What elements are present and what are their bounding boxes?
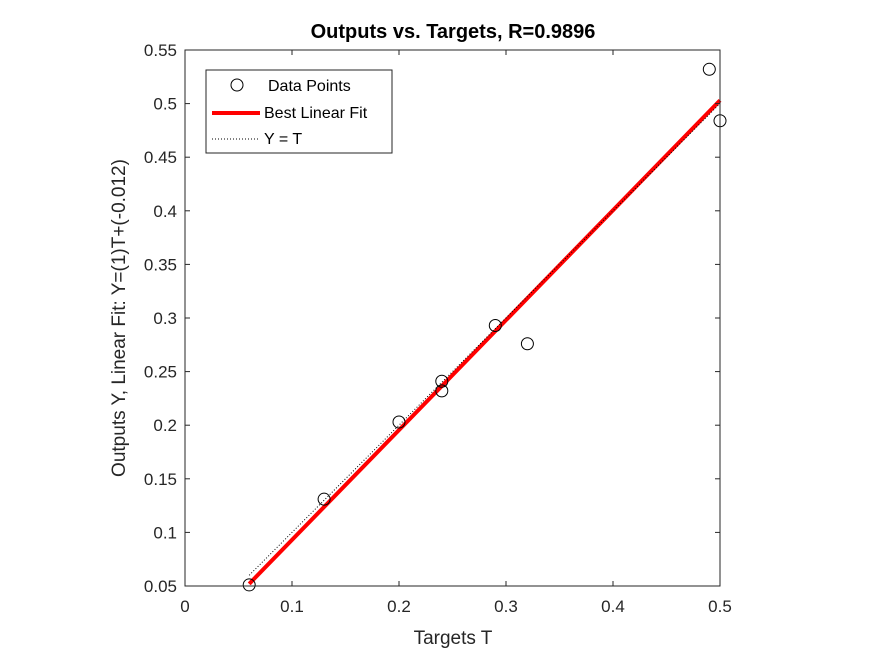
x-tick-label: 0 (180, 597, 189, 616)
x-tick-label: 0.4 (601, 597, 625, 616)
data-point (435, 384, 449, 398)
data-point (520, 337, 534, 351)
lines-layer (247, 98, 722, 586)
y-tick-label: 0.35 (144, 255, 177, 274)
y-tick-label: 0.25 (144, 363, 177, 382)
legend: Data Points Best Linear Fit Y = T (205, 69, 393, 154)
x-tick-label: 0.3 (494, 597, 518, 616)
y-tick-label: 0.3 (153, 309, 177, 328)
ticks-layer: 0 0.1 0.2 0.3 0.4 0.5 0.05 0.1 0.15 0.2 0.25 0.3 0.3… (144, 41, 732, 616)
y-tick-label: 0.4 (153, 202, 177, 221)
plot-border (184, 49, 721, 587)
x-tick-label: 0.5 (708, 597, 732, 616)
data-points-layer (242, 62, 727, 592)
data-point (435, 374, 449, 388)
x-axis-label: Targets T (414, 628, 493, 649)
y-tick-label: 0.1 (153, 523, 177, 542)
legend-label-y-equals-t: Y = T (264, 131, 302, 148)
y-tick-label: 0.55 (144, 41, 177, 60)
y-tick-label: 0.15 (144, 470, 177, 489)
data-point (242, 578, 256, 592)
data-point (392, 415, 406, 429)
data-point (317, 492, 331, 506)
legend-label-best-fit: Best Linear Fit (264, 105, 368, 122)
y-tick-label: 0.5 (153, 95, 177, 114)
y-tick-label: 0.05 (144, 577, 177, 596)
best-linear-fit-line (247, 98, 722, 586)
y-tick-label: 0.2 (153, 416, 177, 435)
y-axis-label: Outputs Y, Linear Fit: Y=(1)T+(-0.012) (109, 159, 130, 477)
data-point (488, 319, 502, 333)
legend-marker-data-points (230, 78, 244, 92)
chart-title: Outputs vs. Targets, R=0.9896 (311, 21, 596, 43)
x-tick-label: 0.1 (280, 597, 304, 616)
y-equals-t-line (248, 103, 721, 576)
y-tick-label: 0.45 (144, 148, 177, 167)
data-point (702, 62, 716, 76)
x-tick-label: 0.2 (387, 597, 411, 616)
legend-label-data-points: Data Points (268, 78, 351, 95)
